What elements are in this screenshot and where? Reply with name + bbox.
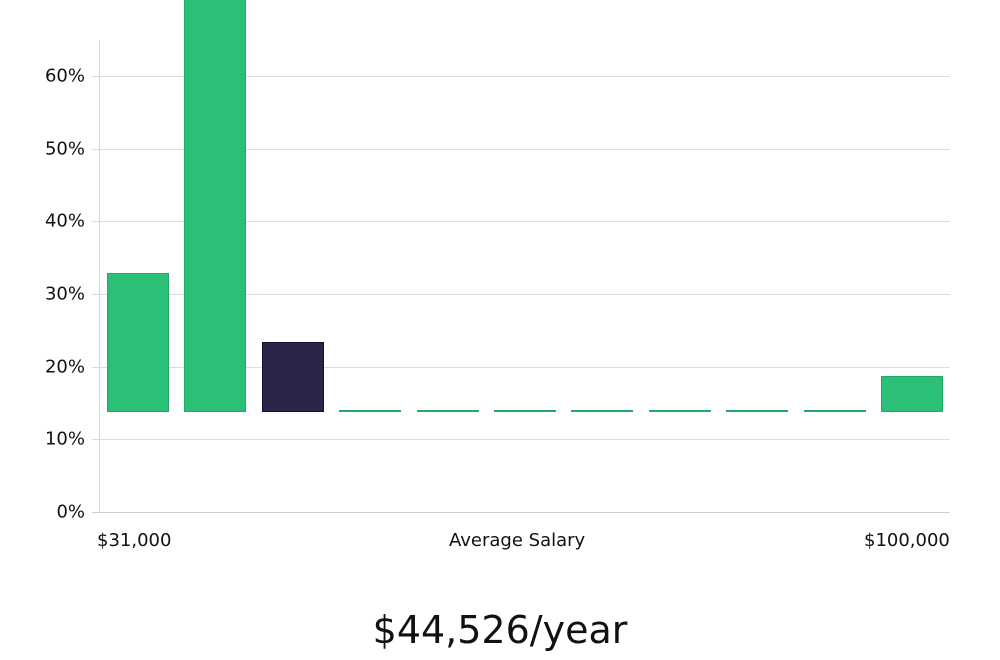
gridline bbox=[92, 149, 950, 150]
gridline bbox=[92, 439, 950, 440]
x-axis-baseline bbox=[92, 512, 950, 513]
salary-histogram: $31,000 Average Salary $100,000 0% 10% 20%… bbox=[44, 0, 950, 551]
x-min-label: $31,000 bbox=[97, 530, 172, 551]
x-max-label: $100,000 bbox=[864, 530, 950, 551]
y-tick-label: 60% bbox=[44, 65, 85, 87]
bar bbox=[494, 410, 556, 412]
y-axis-line bbox=[99, 40, 100, 512]
y-tick-label: 20% bbox=[44, 356, 85, 378]
bar bbox=[804, 410, 866, 412]
x-axis-title: Average Salary bbox=[449, 530, 586, 551]
highlighted-bar bbox=[262, 342, 324, 412]
average-salary: $44,526/year bbox=[372, 608, 628, 652]
bar bbox=[107, 273, 169, 412]
gridline bbox=[92, 221, 950, 222]
y-tick-label: 40% bbox=[44, 210, 85, 232]
bar bbox=[649, 410, 711, 412]
y-tick-label: 30% bbox=[44, 283, 85, 305]
bar bbox=[339, 410, 401, 412]
bar bbox=[726, 410, 788, 412]
bar bbox=[184, 0, 246, 412]
y-tick-label: 10% bbox=[44, 428, 85, 450]
gridline bbox=[92, 367, 950, 368]
bar bbox=[417, 410, 479, 412]
y-tick-label: 0% bbox=[56, 501, 85, 523]
bar bbox=[881, 375, 943, 412]
gridline bbox=[92, 294, 950, 295]
y-tick-label: 50% bbox=[44, 138, 85, 160]
gridline bbox=[92, 76, 950, 77]
bar bbox=[571, 410, 633, 412]
